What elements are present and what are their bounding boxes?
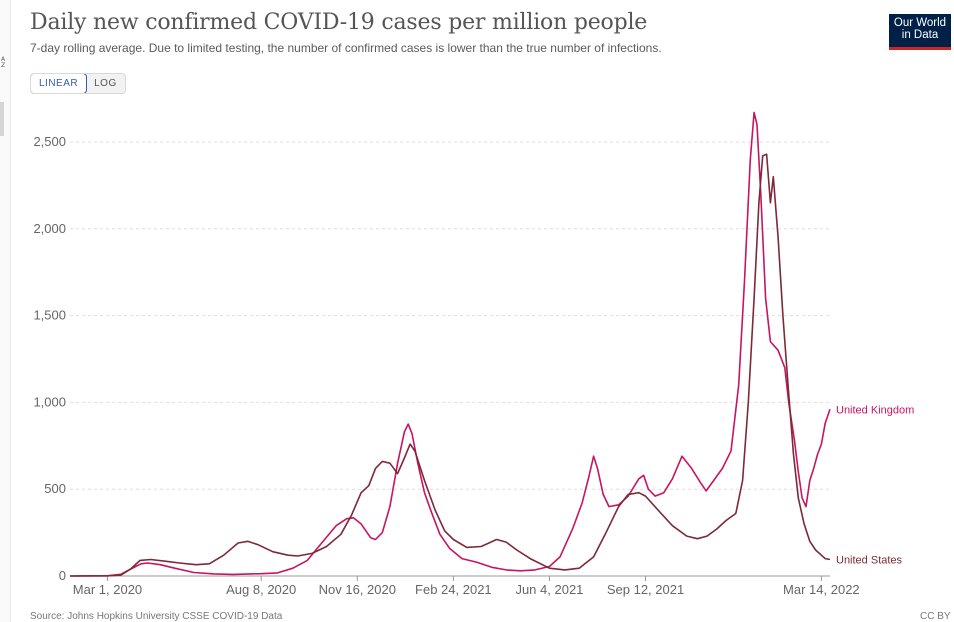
y-tick-label: 500 (44, 481, 66, 496)
chart-title: Daily new confirmed COVID-19 cases per m… (30, 10, 648, 35)
logo-line-1: Our World (893, 17, 947, 29)
owid-logo[interactable]: Our World in Data (889, 14, 951, 50)
x-tick-label: Nov 16, 2020 (319, 582, 396, 597)
source-note[interactable]: Source: Johns Hopkins University CSSE CO… (30, 611, 283, 622)
edge-scroll-handle[interactable] (0, 102, 4, 136)
y-tick-label: 0 (59, 568, 66, 583)
x-tick-label: Aug 8, 2020 (226, 582, 296, 597)
y-tick-label: 1,500 (33, 308, 66, 323)
series-line-united-states (69, 153, 831, 577)
y-tick-label: 1,000 (33, 394, 66, 409)
log-scale-button[interactable]: LOG (94, 78, 117, 89)
series-label-united-kingdom: United Kingdom (836, 404, 914, 416)
logo-accent-bar (889, 47, 951, 50)
y-tick-label: 2,000 (33, 221, 66, 236)
edge-letters: A Z (1, 56, 6, 69)
x-tick-label: Jun 4, 2021 (515, 582, 583, 597)
series-line-united-kingdom (69, 111, 831, 577)
logo-line-2: in Data (901, 29, 939, 41)
y-tick-label: 2,500 (33, 134, 66, 149)
x-tick-label: Sep 12, 2021 (607, 582, 684, 597)
chart-subtitle: 7-day rolling average. Due to limited te… (30, 41, 662, 55)
license-link[interactable]: CC BY (920, 611, 951, 622)
x-tick-label: Mar 1, 2020 (73, 582, 142, 597)
linear-scale-button[interactable]: LINEAR (30, 74, 88, 93)
x-tick-label: Feb 24, 2021 (415, 582, 492, 597)
left-page-edge: A Z (0, 0, 11, 622)
x-tick-label: Mar 14, 2022 (783, 582, 860, 597)
series-label-united-states: United States (836, 555, 903, 567)
scale-toggle: LINEAR LOG (30, 73, 126, 94)
